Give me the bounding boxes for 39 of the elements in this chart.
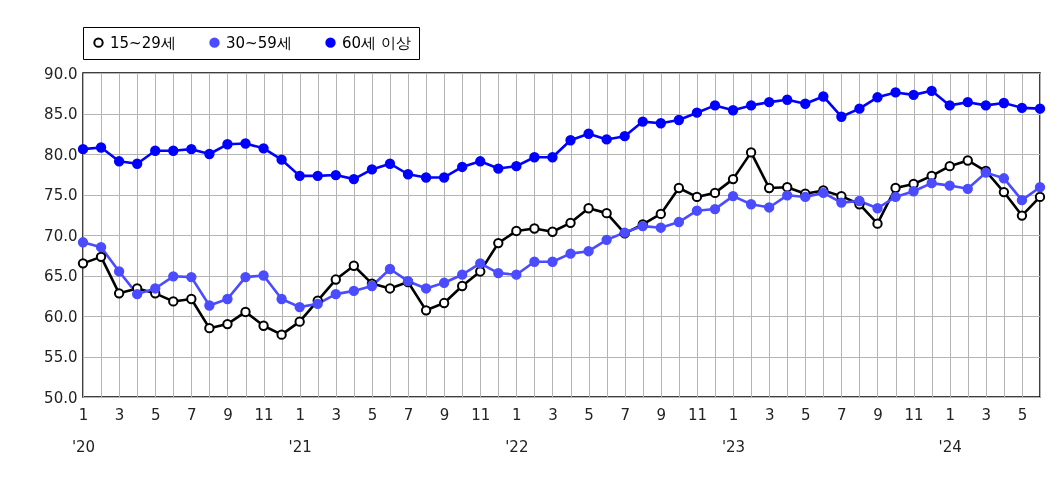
x-tick-label: 9 (223, 405, 233, 424)
x-tick-label: 7 (403, 405, 414, 424)
x-tick-label: 11 (254, 405, 274, 424)
legend-label: 60세 이상 (342, 33, 411, 52)
legend-label: 15~29세 (110, 33, 176, 52)
y-tick-label: 90.0 (44, 64, 78, 83)
x-tick-label: 1 '21 (288, 405, 312, 456)
legend-label: 30~59세 (226, 33, 292, 52)
y-tick-label: 65.0 (44, 267, 78, 285)
x-tick-label: 7 (187, 405, 197, 424)
x-tick-label: 1 '23 (721, 405, 746, 456)
x-tick-label: 11 (687, 405, 707, 424)
x-tick-label: 3 (981, 405, 992, 424)
x-tick-label: 9 (439, 405, 450, 424)
x-tick-label: 5 (367, 405, 378, 424)
x-tick-label: 5 (150, 405, 161, 424)
x-tick-label: 11 (904, 405, 924, 424)
x-tick-label: 3 (331, 405, 342, 424)
x-tick-label: 3 (548, 405, 558, 424)
x-tick-label: 11 (471, 405, 491, 424)
y-tick-label: 50.0 (44, 388, 78, 407)
x-tick-label: 7 (837, 405, 847, 424)
x-tick-label: 9 (656, 405, 667, 424)
x-tick-label: 5 (800, 405, 811, 424)
x-tick-label: 5 (584, 405, 594, 424)
y-tick-label: 70.0 (44, 226, 78, 245)
y-tick-label: 85.0 (44, 105, 78, 123)
y-tick-label: 60.0 (44, 307, 78, 326)
x-tick-label: 5 (1017, 405, 1028, 424)
y-tick-label: 75.0 (44, 186, 78, 204)
y-tick-label: 55.0 (44, 348, 78, 366)
y-tick-label: 80.0 (44, 145, 78, 164)
x-tick-label: 1 '22 (505, 405, 529, 456)
x-tick-label: 3 (764, 405, 775, 424)
x-tick-label: 9 (873, 405, 883, 424)
x-tick-label: 7 (620, 405, 630, 424)
x-tick-label: 1 '20 (71, 405, 96, 456)
x-tick-label: 1 '24 (938, 405, 962, 456)
x-tick-label: 3 (114, 405, 125, 424)
